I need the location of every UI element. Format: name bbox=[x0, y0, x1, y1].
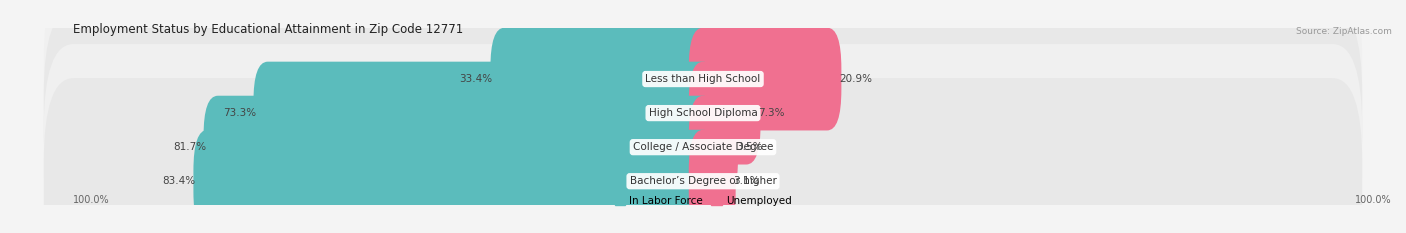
FancyBboxPatch shape bbox=[194, 130, 717, 233]
Text: High School Diploma: High School Diploma bbox=[648, 108, 758, 118]
Text: Source: ZipAtlas.com: Source: ZipAtlas.com bbox=[1296, 27, 1392, 37]
FancyBboxPatch shape bbox=[44, 78, 1362, 233]
FancyBboxPatch shape bbox=[253, 62, 717, 164]
Legend: In Labor Force, Unemployed: In Labor Force, Unemployed bbox=[610, 192, 796, 210]
Text: College / Associate Degree: College / Associate Degree bbox=[633, 142, 773, 152]
Text: 3.5%: 3.5% bbox=[735, 142, 762, 152]
Text: 100.0%: 100.0% bbox=[73, 195, 110, 205]
Text: 81.7%: 81.7% bbox=[173, 142, 205, 152]
FancyBboxPatch shape bbox=[689, 62, 761, 164]
Text: 73.3%: 73.3% bbox=[222, 108, 256, 118]
FancyBboxPatch shape bbox=[689, 96, 738, 199]
FancyBboxPatch shape bbox=[44, 0, 1362, 182]
FancyBboxPatch shape bbox=[689, 130, 735, 233]
Text: 100.0%: 100.0% bbox=[1355, 195, 1392, 205]
Text: Bachelor’s Degree or higher: Bachelor’s Degree or higher bbox=[630, 176, 776, 186]
FancyBboxPatch shape bbox=[44, 44, 1362, 233]
FancyBboxPatch shape bbox=[491, 28, 717, 130]
Text: Employment Status by Educational Attainment in Zip Code 12771: Employment Status by Educational Attainm… bbox=[73, 24, 464, 37]
Text: 83.4%: 83.4% bbox=[163, 176, 195, 186]
Text: Less than High School: Less than High School bbox=[645, 74, 761, 84]
Text: 20.9%: 20.9% bbox=[839, 74, 872, 84]
Text: 33.4%: 33.4% bbox=[460, 74, 492, 84]
Text: 7.3%: 7.3% bbox=[758, 108, 785, 118]
FancyBboxPatch shape bbox=[689, 28, 841, 130]
Text: 3.1%: 3.1% bbox=[734, 176, 759, 186]
FancyBboxPatch shape bbox=[44, 10, 1362, 216]
FancyBboxPatch shape bbox=[204, 96, 717, 199]
